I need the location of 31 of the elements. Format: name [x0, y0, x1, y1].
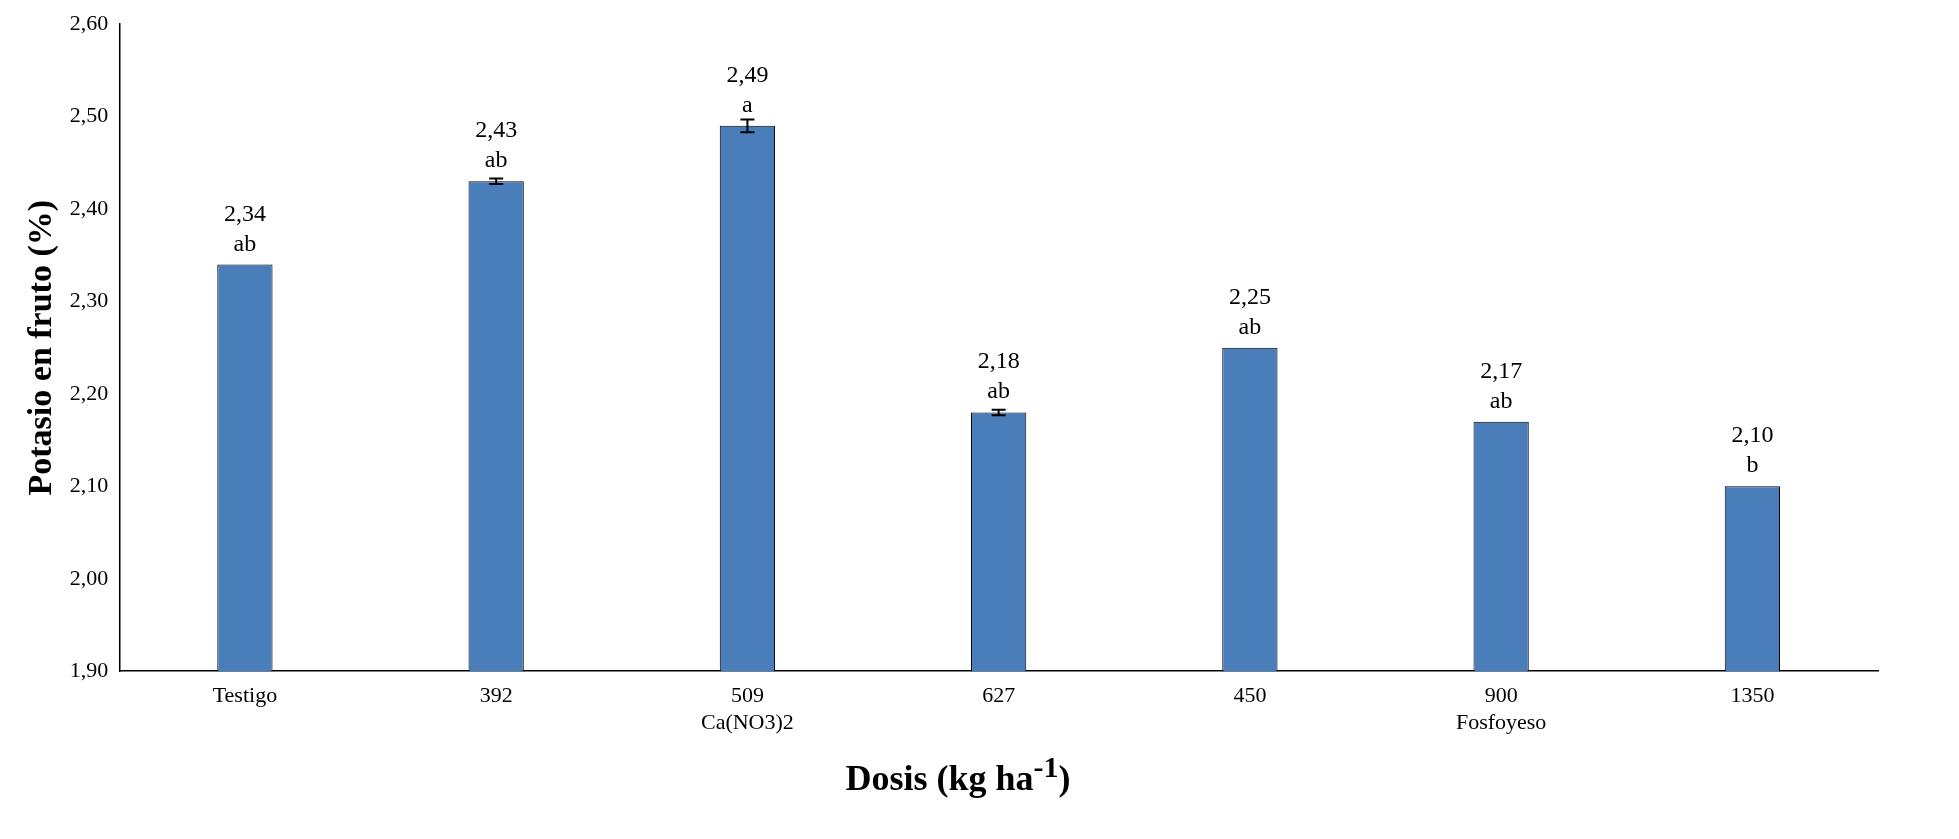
annotation: a	[742, 90, 754, 117]
y-tick-label: 2,50	[69, 102, 109, 128]
y-tick-label: 2,40	[69, 194, 109, 220]
annotation: ab	[1238, 312, 1262, 339]
annotation: ab	[233, 229, 257, 256]
y-tick-label: 2,00	[69, 564, 109, 590]
data-label: 2,10	[1731, 421, 1774, 448]
x-tick-label: Testigo	[212, 682, 278, 708]
y-tick-label: 2,30	[69, 287, 109, 313]
y-tick-label: 2,60	[69, 9, 109, 35]
annotation: ab	[484, 146, 508, 173]
data-label: 2,43	[475, 116, 518, 143]
annotation: ab	[987, 377, 1010, 404]
y-tick-label: 2,20	[69, 379, 109, 405]
y-tick-label: 2,10	[69, 472, 109, 498]
x-tick-label: 627	[982, 682, 1016, 708]
x-axis-title: Dosis (kg ha$^{-1}$)	[844, 750, 1072, 799]
x-tick-label: 392	[479, 682, 513, 708]
y-tick-label: 1,90	[69, 656, 109, 682]
annotation: b	[1746, 451, 1759, 478]
x-tick-label: 450	[1233, 682, 1267, 708]
x-tick-label: 1350	[1730, 682, 1775, 708]
data-label: 2,17	[1480, 356, 1523, 383]
data-label: 2,18	[977, 347, 1020, 374]
y-axis-title: Potasio en fruto (%)	[21, 199, 60, 496]
data-label: 2,25	[1228, 282, 1271, 309]
x-tick-label: 509 Ca(NO3)2	[700, 682, 794, 734]
x-tick-label: 900 Fosfoyeso	[1455, 682, 1547, 734]
annotation: ab	[1489, 386, 1513, 413]
data-label: 2,34	[223, 199, 266, 226]
data-label: 2,49	[726, 60, 769, 87]
